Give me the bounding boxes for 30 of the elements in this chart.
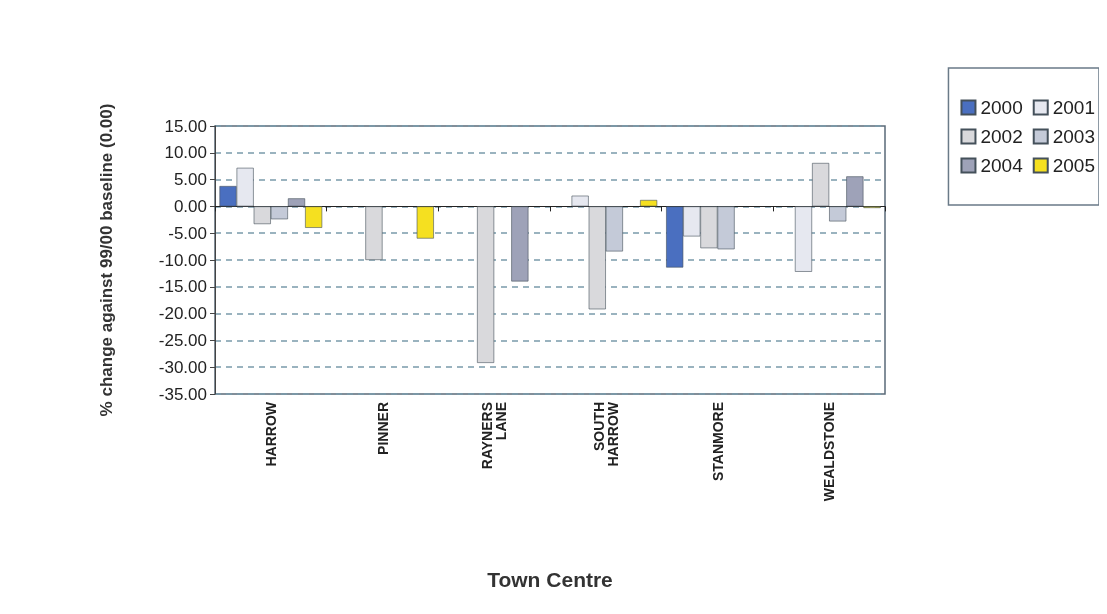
- y-tick-label: -35.00: [158, 384, 207, 404]
- legend-label: 2004: [980, 155, 1024, 176]
- x-axis-title: Town Centre: [487, 568, 613, 591]
- x-tick-label: PINNER: [374, 402, 391, 455]
- y-tick-label: -25.00: [158, 330, 207, 350]
- x-tick-label: SOUTH HARROW: [590, 401, 621, 467]
- bar: [477, 206, 495, 363]
- legend-label: 2005: [1052, 155, 1096, 176]
- y-tick-label: -15.00: [158, 277, 207, 297]
- legend-label: 2000: [980, 97, 1023, 118]
- y-axis-title: % change against 99/00 baseline (0.00): [97, 103, 116, 417]
- y-tick-label: -20.00: [158, 304, 207, 324]
- y-tick-label: 0.00: [173, 196, 207, 216]
- legend-label: 2003: [1052, 126, 1096, 147]
- y-tick-label: 10.00: [164, 143, 207, 163]
- bar: [365, 206, 383, 260]
- y-tick-label: 15.00: [164, 116, 207, 136]
- bar: [640, 199, 658, 207]
- x-tick-label: RAYNERS LANE: [479, 402, 510, 470]
- x-tick-label: HARROW: [262, 401, 279, 467]
- legend-label: 2001: [1052, 97, 1096, 118]
- x-tick-label: STANMORE: [709, 402, 726, 482]
- y-tick-label: 5.00: [173, 170, 207, 190]
- y-tick-label: -10.00: [158, 250, 207, 270]
- bar: [511, 206, 529, 282]
- bar: [416, 206, 434, 239]
- legend-label: 2002: [980, 126, 1023, 147]
- y-tick-label: -5.00: [168, 223, 207, 243]
- y-tick-label: -30.00: [158, 357, 207, 377]
- x-tick-label: WEALDSTONE: [821, 402, 838, 502]
